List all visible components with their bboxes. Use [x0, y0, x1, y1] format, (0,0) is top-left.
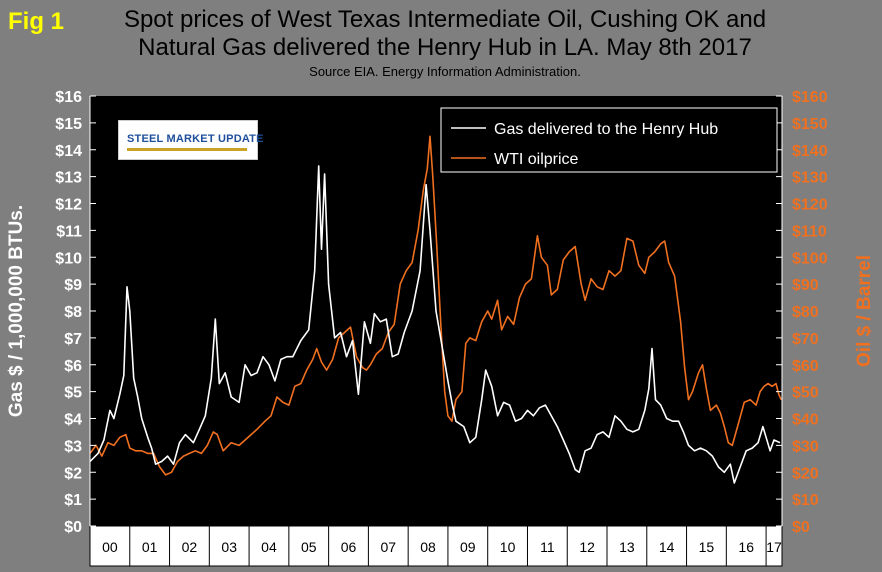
y-tick-label-left: $0	[64, 519, 82, 536]
x-tick-label: 02	[182, 539, 198, 555]
y-tick-label-right: $20	[792, 465, 819, 482]
y-tick-label-right: $30	[792, 438, 819, 455]
y-tick-label-left: $7	[64, 331, 82, 348]
series-layer	[89, 135, 782, 484]
series-line-oil	[89, 135, 782, 476]
x-tick-label: 04	[261, 539, 277, 555]
y-axis-left-label: Gas $ / 1,000,000 BTUs.	[6, 205, 27, 417]
figure-label: Fig 1	[8, 8, 65, 35]
y-axis-left: $0 $1 $2 $3 $4 $5 $6 $7 $8 $9 $10 $11 $12 $13 $14 $15 $1…	[55, 89, 96, 536]
legend-entry-gas: Gas delivered to the Henry Hub	[494, 121, 718, 138]
chart-title: Spot prices of West Texas Intermediate O…	[100, 6, 790, 62]
logo-text: STEEL MARKET UPDATE	[127, 133, 264, 145]
y-tick-label-left: $2	[64, 465, 82, 482]
x-tick-label: 16	[738, 539, 754, 555]
x-axis-strip: 00 01 02 03 04 05 06 07 08 09 10 11 12 13 14 15 16 17	[89, 525, 783, 567]
y-tick-label-left: $3	[64, 438, 82, 455]
x-tick-label: 03	[221, 539, 237, 555]
x-tick-label: 14	[659, 539, 675, 555]
y-tick-label-left: $6	[64, 358, 82, 375]
y-tick-label-right: $120	[792, 197, 828, 214]
x-tick-label: 13	[619, 539, 635, 555]
y-tick-label-right: $60	[792, 358, 819, 375]
y-tick-label-left: $11	[56, 223, 82, 240]
y-tick-label-right: $0	[792, 519, 810, 536]
y-tick-label-right: $50	[792, 385, 819, 402]
steel-market-update-logo: STEEL MARKET UPDATE	[118, 120, 263, 160]
x-tick-label: 12	[579, 539, 595, 555]
y-tick-label-right: $160	[792, 89, 828, 106]
y-tick-label-left: $15	[55, 116, 82, 133]
y-tick-label-right: $70	[792, 331, 819, 348]
y-tick-label-right: $90	[792, 277, 819, 294]
y-tick-label-left: $10	[55, 250, 82, 267]
y-tick-label-left: $14	[55, 143, 82, 160]
y-tick-label-left: $8	[64, 304, 82, 321]
series-line-gas	[89, 165, 781, 484]
legend-entry-oil: WTI oilprice	[494, 151, 579, 168]
y-tick-label-right: $130	[792, 170, 828, 187]
y-axis-right: $0 $10 $20 $30 $40 $50 $60 $70 $80 $90 $100 $110 $12…	[776, 89, 828, 536]
y-tick-label-right: $110	[792, 223, 827, 240]
logo-underline	[127, 148, 247, 151]
y-tick-label-left: $5	[64, 385, 82, 402]
legend: Gas delivered to the Henry Hub WTI oilpr…	[440, 107, 778, 173]
x-tick-label: 10	[500, 539, 516, 555]
x-tick-label: 05	[301, 539, 317, 555]
x-axis-band	[89, 525, 783, 567]
y-tick-label-right: $40	[792, 412, 819, 429]
y-tick-label-right: $150	[792, 116, 828, 133]
y-tick-label-left: $4	[64, 412, 82, 429]
x-tick-label: 00	[102, 539, 118, 555]
y-tick-label-left: $1	[64, 492, 82, 509]
y-tick-label-left: $16	[55, 89, 82, 106]
x-tick-label: 09	[460, 539, 476, 555]
y-tick-label-left: $9	[64, 277, 82, 294]
y-tick-label-right: $10	[792, 492, 819, 509]
y-tick-label-right: $100	[792, 250, 828, 267]
y-tick-label-left: $12	[55, 197, 82, 214]
chart-title-line-1: Spot prices of West Texas Intermediate O…	[123, 6, 767, 33]
x-tick-label: 11	[540, 539, 555, 555]
y-tick-label-left: $13	[55, 170, 82, 187]
y-tick-label-right: $80	[792, 304, 819, 321]
x-tick-label: 15	[699, 539, 715, 555]
x-tick-label: 07	[380, 539, 396, 555]
x-tick-label: 01	[142, 539, 158, 555]
x-tick-label: 06	[341, 539, 357, 555]
x-tick-label: 17	[766, 539, 782, 555]
x-tick-label: 08	[420, 539, 436, 555]
y-tick-label-right: $140	[792, 143, 828, 160]
y-axis-right-label: Oil $ / Barrel	[854, 255, 875, 367]
chart-title-line-2: Natural Gas delivered the Henry Hub in L…	[138, 34, 752, 61]
legend-box	[440, 107, 778, 173]
chart-subtitle: Source EIA. Energy Information Administr…	[309, 64, 581, 79]
